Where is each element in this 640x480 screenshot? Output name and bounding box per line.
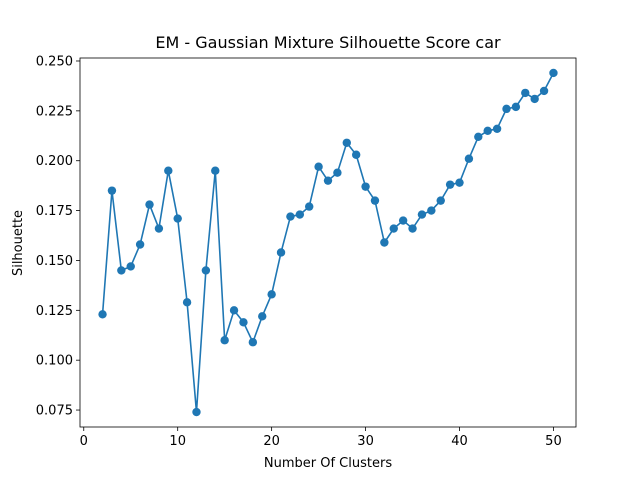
data-point bbox=[164, 166, 173, 175]
data-point bbox=[417, 210, 427, 219]
data-point bbox=[436, 196, 445, 205]
y-axis-label: Silhouette bbox=[11, 210, 26, 276]
data-point bbox=[474, 132, 483, 141]
data-point bbox=[521, 88, 530, 98]
data-point bbox=[117, 266, 126, 275]
data-point bbox=[483, 126, 492, 136]
data-point bbox=[323, 176, 333, 185]
data-point bbox=[398, 216, 408, 225]
data-point bbox=[380, 238, 389, 247]
data-point bbox=[201, 266, 211, 275]
x-tick-label: 0 bbox=[80, 434, 88, 449]
data-point bbox=[126, 262, 135, 271]
data-point bbox=[305, 202, 314, 211]
data-point bbox=[173, 214, 182, 223]
data-point bbox=[98, 310, 107, 319]
plot-area: 0 10 20 30 40 50 0.075 0.100 0.125 0.150 0.175 0.20… bbox=[36, 54, 577, 449]
data-point bbox=[455, 178, 464, 187]
data-point bbox=[351, 150, 361, 159]
data-point bbox=[286, 212, 295, 221]
data-point bbox=[511, 102, 521, 112]
data-point bbox=[549, 68, 558, 78]
y-tick-label: 0.200 bbox=[36, 154, 73, 169]
data-point bbox=[267, 290, 276, 299]
data-point bbox=[276, 248, 286, 257]
data-point bbox=[229, 306, 239, 315]
data-point bbox=[239, 318, 248, 327]
y-tick-label: 0.250 bbox=[36, 54, 73, 69]
x-tick-label: 10 bbox=[169, 434, 186, 449]
data-point bbox=[145, 200, 154, 209]
data-point bbox=[492, 124, 502, 134]
data-point bbox=[427, 206, 436, 215]
data-point bbox=[370, 196, 380, 205]
plot-frame bbox=[79, 57, 577, 428]
y-tick-label: 0.125 bbox=[36, 304, 73, 319]
data-point bbox=[389, 224, 398, 233]
data-point bbox=[211, 166, 220, 175]
data-point bbox=[258, 312, 267, 321]
data-point bbox=[539, 86, 549, 96]
data-point bbox=[295, 210, 305, 219]
data-point bbox=[220, 336, 229, 345]
data-point bbox=[464, 154, 474, 163]
x-axis-label: Number Of Clusters bbox=[264, 456, 392, 471]
data-point bbox=[445, 180, 455, 189]
y-tick-label: 0.100 bbox=[36, 354, 73, 369]
chart-title: EM - Gaussian Mixture Silhouette Score c… bbox=[155, 33, 501, 52]
data-point bbox=[342, 138, 351, 147]
data-point bbox=[530, 94, 539, 104]
data-point bbox=[182, 298, 192, 307]
y-tick-label: 0.175 bbox=[36, 204, 73, 219]
data-point bbox=[192, 407, 201, 417]
data-point bbox=[408, 224, 417, 233]
data-point bbox=[361, 182, 370, 191]
y-tick-label: 0.075 bbox=[36, 404, 73, 419]
x-tick-label: 40 bbox=[451, 434, 468, 449]
data-point bbox=[135, 240, 145, 249]
x-tick-label: 20 bbox=[263, 434, 280, 449]
x-tick-label: 30 bbox=[357, 434, 374, 449]
data-point bbox=[248, 338, 258, 347]
series-line bbox=[101, 72, 555, 413]
data-point bbox=[333, 168, 342, 177]
data-point bbox=[502, 104, 511, 114]
data-point bbox=[154, 224, 164, 233]
y-tick-label: 0.225 bbox=[36, 104, 73, 119]
y-tick-label: 0.150 bbox=[36, 254, 73, 269]
data-point bbox=[107, 186, 117, 195]
data-point bbox=[314, 162, 323, 171]
x-tick-label: 50 bbox=[545, 434, 562, 449]
